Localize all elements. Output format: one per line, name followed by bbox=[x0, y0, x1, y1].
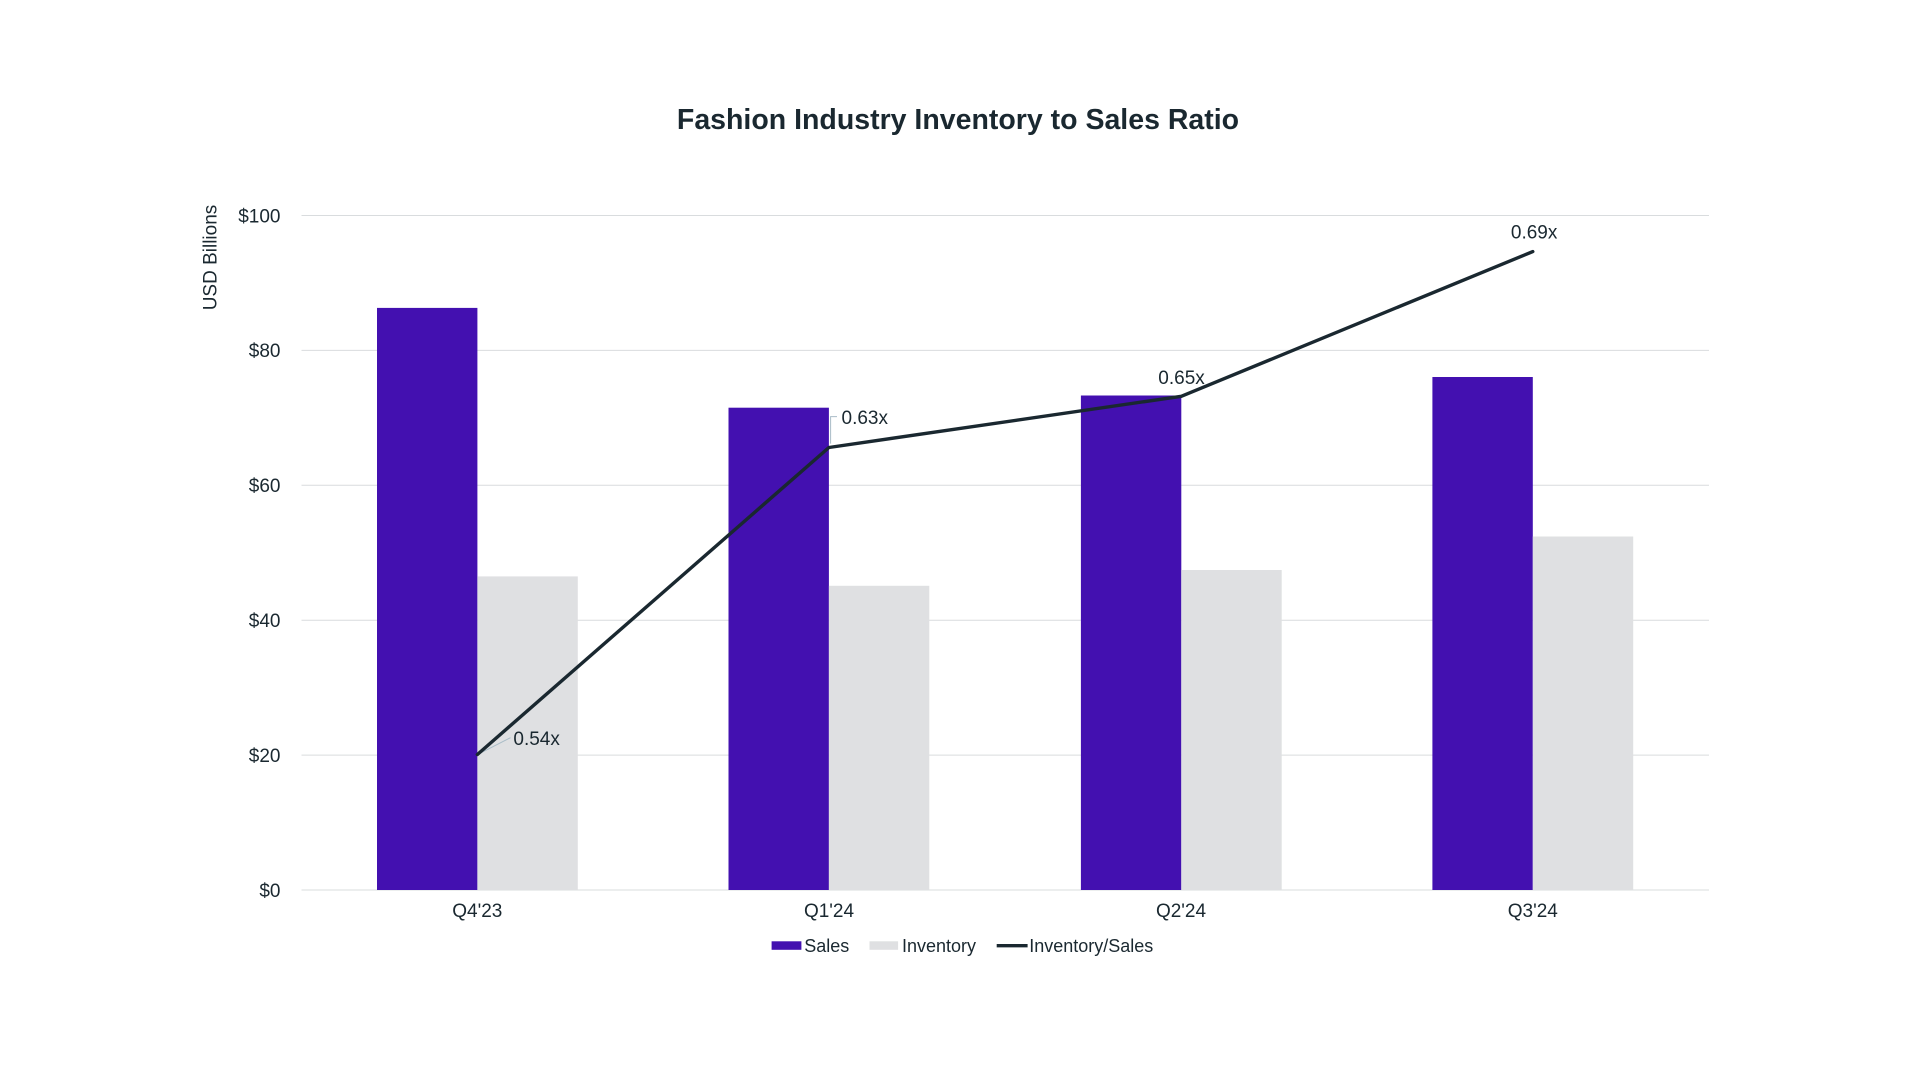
svg-text:$80: $80 bbox=[249, 341, 281, 362]
svg-text:Q1'24: Q1'24 bbox=[804, 901, 855, 922]
svg-text:0.69x: 0.69x bbox=[1511, 222, 1558, 243]
svg-text:$100: $100 bbox=[238, 206, 280, 227]
svg-text:$40: $40 bbox=[249, 611, 281, 632]
svg-text:$20: $20 bbox=[249, 746, 281, 767]
svg-text:0.54x: 0.54x bbox=[513, 729, 560, 750]
svg-text:Q3'24: Q3'24 bbox=[1508, 901, 1559, 922]
svg-text:Fashion Industry Inventory to: Fashion Industry Inventory to Sales Rati… bbox=[677, 104, 1239, 136]
svg-text:Inventory: Inventory bbox=[902, 936, 976, 956]
svg-text:USD Billions: USD Billions bbox=[201, 205, 222, 311]
svg-text:Sales: Sales bbox=[804, 936, 849, 956]
svg-text:Q2'24: Q2'24 bbox=[1156, 901, 1207, 922]
svg-text:Inventory/Sales: Inventory/Sales bbox=[1029, 936, 1153, 956]
svg-text:Q4'23: Q4'23 bbox=[452, 901, 502, 922]
svg-text:0.65x: 0.65x bbox=[1158, 368, 1205, 389]
svg-text:0.63x: 0.63x bbox=[842, 408, 889, 429]
svg-text:$60: $60 bbox=[249, 476, 281, 497]
svg-text:$0: $0 bbox=[259, 881, 280, 902]
